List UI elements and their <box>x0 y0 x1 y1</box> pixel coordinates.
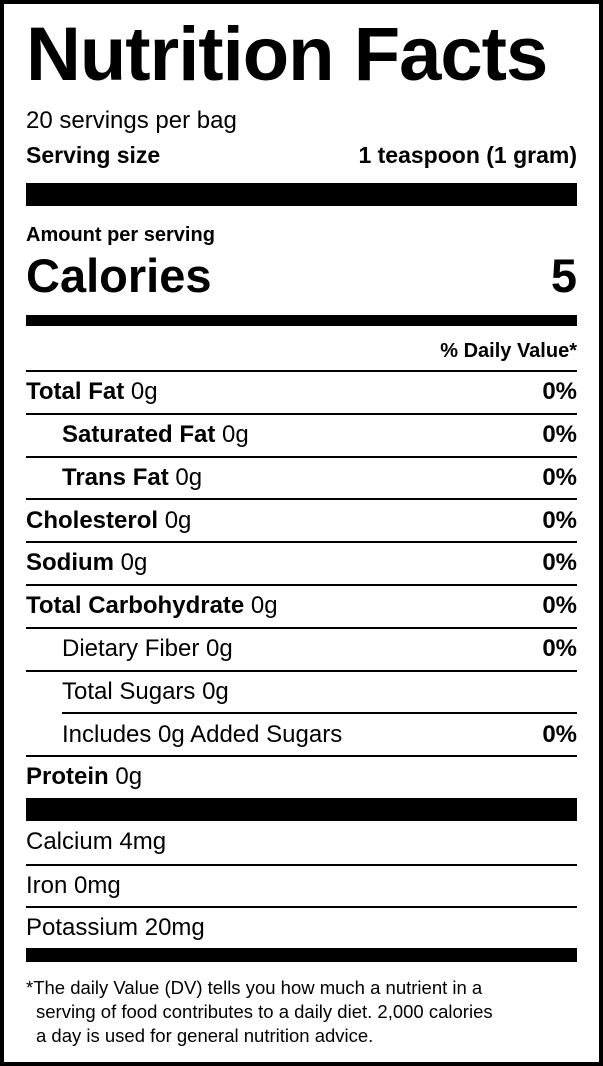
nutrient-label: Cholesterol <box>26 506 159 534</box>
nutrient-name: Sodium 0g <box>26 549 147 577</box>
mineral-row: Iron 0mg <box>26 863 577 907</box>
mineral-amount: 0mg <box>74 871 121 899</box>
nutrient-amount: 0g <box>130 378 158 406</box>
nutrient-amount: 0g <box>206 635 233 663</box>
thick-divider <box>26 183 577 206</box>
medium-divider <box>26 948 577 962</box>
nutrient-label: Trans Fat <box>62 463 169 491</box>
daily-value-percent: 0% <box>542 421 577 449</box>
mineral-label: Iron <box>26 871 68 899</box>
serving-size-value: 1 teaspoon (1 gram) <box>358 142 577 168</box>
nutrient-name: Trans Fat 0g <box>26 464 202 492</box>
nutrient-amount: 0g <box>222 421 249 449</box>
nutrient-row: Total Sugars 0g <box>26 669 577 713</box>
nutrient-row: Includes 0g Added Sugars 0% <box>62 712 577 755</box>
daily-value-header: % Daily Value* <box>440 340 577 362</box>
footnote-line: a day is used for general nutrition advi… <box>36 1025 374 1046</box>
nutrient-label: Total Carbohydrate <box>26 592 245 620</box>
mineral-amount: 20mg <box>144 914 205 942</box>
nutrient-row: Protein 0g <box>26 755 577 798</box>
nutrient-label: Protein <box>26 763 109 791</box>
nutrient-row: Total Carbohydrate 0g 0% <box>26 584 577 627</box>
nutrient-name: Includes 0g Added Sugars <box>62 721 342 749</box>
footnote-line: *The daily Value (DV) tells you how much… <box>26 977 483 998</box>
nutrient-name: Dietary Fiber 0g <box>26 635 233 663</box>
daily-value-percent: 0% <box>542 720 577 748</box>
nutrient-name: Saturated Fat 0g <box>26 421 249 449</box>
mineral-amount: 4mg <box>119 828 167 856</box>
nutrient-row: Sodium 0g 0% <box>26 541 577 584</box>
serving-size: Serving size 1 teaspoon (1 gram) <box>26 141 577 169</box>
thick-divider <box>26 798 577 821</box>
daily-value-percent: 0% <box>542 378 577 406</box>
nutrient-label: Saturated Fat <box>62 421 216 449</box>
nutrient-amount: 0g <box>250 592 278 620</box>
nutrient-label: Dietary Fiber <box>62 635 200 663</box>
mineral-row: Potassium 20mg <box>26 906 577 949</box>
calories-row: Calories 5 <box>26 248 577 304</box>
nutrient-amount: 0g <box>120 549 148 577</box>
nutrient-row: Cholesterol 0g 0% <box>26 498 577 541</box>
nutrient-name: Protein 0g <box>26 763 142 791</box>
servings-per-container: 20 servings per bag <box>26 107 237 134</box>
mineral-name: Iron 0mg <box>26 872 121 900</box>
nutrient-row: Saturated Fat 0g 0% <box>26 412 577 456</box>
nutrient-label: Includes 0g Added Sugars <box>62 720 343 748</box>
daily-value-percent: 0% <box>542 549 577 577</box>
nutrient-name: Total Carbohydrate 0g <box>26 592 278 620</box>
nutrient-row: Trans Fat 0g 0% <box>26 455 577 499</box>
mineral-label: Potassium <box>26 914 139 942</box>
nutrient-amount: 0g <box>115 763 143 791</box>
medium-divider <box>26 315 577 326</box>
daily-value-percent: 0% <box>542 592 577 620</box>
footnote-line: serving of food contributes to a daily d… <box>36 1001 493 1022</box>
daily-value-percent: 0% <box>542 463 577 491</box>
calories-label: Calories <box>26 249 212 302</box>
nutrient-amount: 0g <box>175 463 203 491</box>
calories-value: 5 <box>550 249 577 302</box>
footnote: *The daily Value (DV) tells you how much… <box>26 976 577 1048</box>
nutrient-name: Cholesterol 0g <box>26 507 191 535</box>
nutrient-label: Total Fat <box>26 378 125 406</box>
nutrient-label: Sodium <box>26 549 114 577</box>
mineral-row: Calcium 4mg <box>26 821 577 864</box>
nutrient-amount: 0g <box>202 677 229 705</box>
daily-value-percent: 0% <box>542 506 577 534</box>
serving-size-label: Serving size <box>26 142 161 168</box>
nutrient-name: Total Sugars 0g <box>26 678 229 706</box>
amount-per-serving: Amount per serving <box>26 224 215 246</box>
nutrient-amount: 0g <box>164 506 192 534</box>
nutrient-row: Total Fat 0g 0% <box>26 370 577 413</box>
nutrient-row: Dietary Fiber 0g 0% <box>26 626 577 670</box>
mineral-label: Calcium <box>26 828 113 856</box>
nutrient-label: Total Sugars <box>62 677 196 705</box>
mineral-name: Potassium 20mg <box>26 914 205 942</box>
label-title: Nutrition Facts <box>26 12 548 97</box>
nutrient-name: Total Fat 0g <box>26 378 158 406</box>
mineral-name: Calcium 4mg <box>26 828 166 856</box>
daily-value-percent: 0% <box>542 635 577 663</box>
